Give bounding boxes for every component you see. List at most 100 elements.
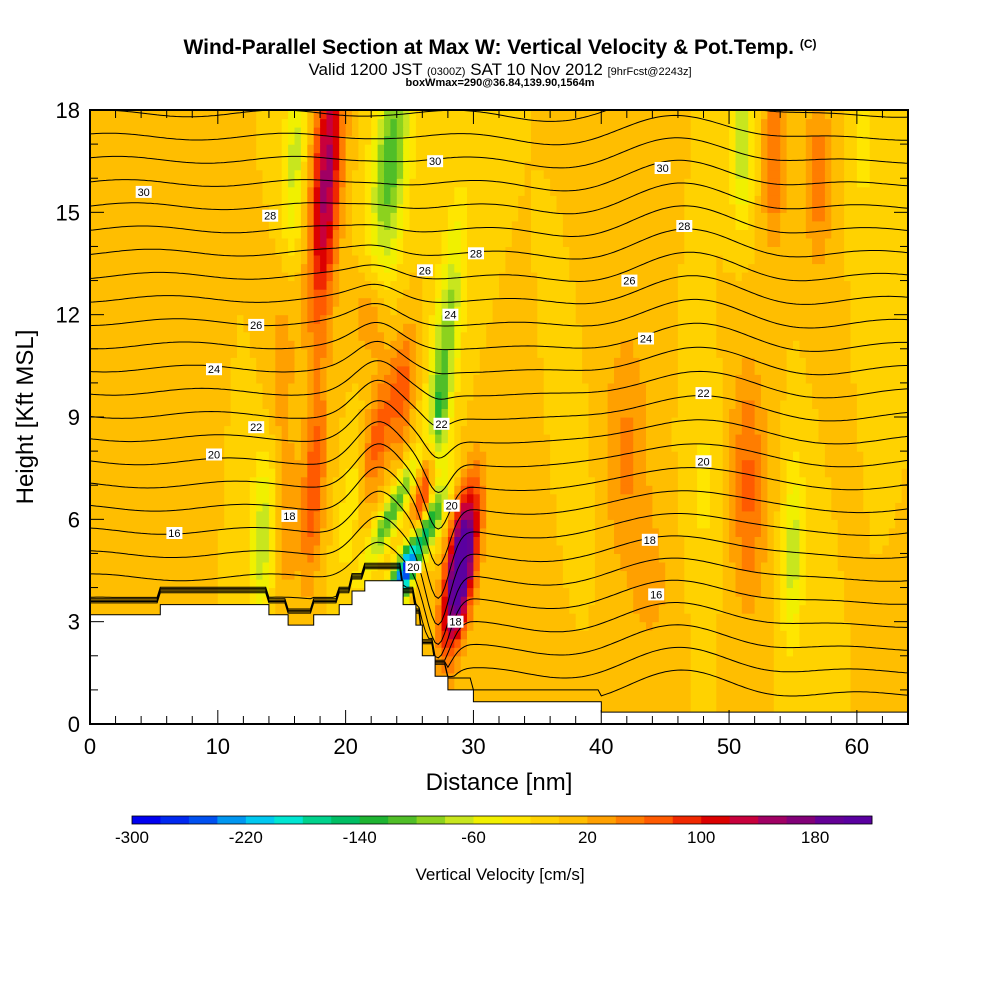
velocity-cell (607, 425, 621, 435)
velocity-cell (403, 434, 411, 444)
velocity-cell (869, 544, 884, 554)
colorbar-swatch (729, 816, 759, 824)
velocity-cell (722, 587, 737, 597)
velocity-cell (646, 434, 673, 444)
velocity-cell (300, 417, 308, 427)
velocity-cell (358, 510, 372, 520)
velocity-cell (320, 536, 334, 546)
velocity-cell (748, 195, 756, 205)
velocity-cell (300, 229, 308, 239)
velocity-cell (652, 510, 679, 520)
velocity-cell (780, 229, 807, 239)
velocity-cell (588, 408, 609, 418)
velocity-cell (275, 536, 283, 546)
velocity-cell (633, 476, 647, 486)
velocity-cell (224, 459, 257, 469)
velocity-cell (409, 579, 417, 589)
velocity-cell (435, 510, 443, 520)
velocity-cell (300, 536, 321, 546)
velocity-cell (230, 399, 264, 409)
velocity-cell (467, 459, 474, 469)
velocity-cell (326, 553, 340, 563)
velocity-cell (339, 536, 353, 546)
velocity-cell (249, 587, 257, 597)
colorbar-swatch (558, 816, 588, 824)
valid-time: Valid 1200 JST (308, 60, 423, 79)
velocity-cell (844, 169, 858, 179)
velocity-cell (435, 638, 443, 648)
theta-contour (90, 565, 908, 669)
velocity-cell (460, 289, 468, 299)
velocity-cell (677, 502, 698, 512)
velocity-cell (722, 536, 730, 546)
velocity-cell (735, 374, 762, 384)
velocity-cell (428, 357, 436, 367)
velocity-cell (90, 118, 257, 128)
velocity-cell (767, 212, 781, 222)
velocity-cell (588, 468, 609, 478)
velocity-cell (812, 391, 858, 401)
velocity-cell (467, 630, 692, 640)
velocity-cell (729, 417, 743, 427)
velocity-cell (550, 434, 589, 444)
velocity-cell (735, 382, 762, 392)
velocity-cell (326, 229, 334, 239)
velocity-cell (275, 408, 289, 418)
velocity-cell (620, 553, 660, 563)
velocity-cell (690, 613, 717, 623)
velocity-cell (332, 306, 359, 316)
velocity-cell (741, 399, 756, 409)
velocity-cell (307, 237, 315, 247)
theta-contour (90, 566, 908, 679)
velocity-cell (767, 510, 775, 520)
velocity-cell (614, 527, 660, 537)
velocity-cell (384, 246, 391, 256)
velocity-cell (550, 459, 589, 469)
velocity-cell (531, 118, 692, 128)
velocity-cell (594, 519, 615, 529)
colorbar-swatch (217, 816, 247, 824)
velocity-cell (90, 127, 257, 137)
velocity-cell (256, 493, 270, 503)
velocity-cell (345, 399, 366, 409)
velocity-cell (761, 391, 788, 401)
velocity-cell (780, 434, 820, 444)
velocity-cell (230, 365, 257, 375)
velocity-cell (409, 280, 423, 290)
colorbar-swatch (445, 816, 474, 824)
velocity-cell (332, 485, 347, 495)
velocity-cell (805, 127, 832, 137)
velocity-cell (422, 365, 430, 375)
velocity-cell (396, 519, 404, 529)
velocity-cell (377, 451, 385, 461)
velocity-cell (722, 374, 737, 384)
velocity-cell (384, 220, 391, 230)
velocity-cell (844, 587, 908, 597)
velocity-cell (320, 237, 328, 247)
velocity-cell (300, 169, 308, 179)
velocity-cell (384, 297, 398, 307)
velocity-cell (722, 425, 730, 435)
velocity-cell (390, 237, 398, 247)
velocity-cell (403, 289, 423, 299)
chart-titles: Wind-Parallel Section at Max W: Vertical… (0, 0, 1000, 100)
velocity-cell (390, 306, 398, 316)
velocity-cell (524, 169, 532, 179)
velocity-cell (614, 374, 641, 384)
velocity-cell (582, 331, 679, 341)
velocity-cell (716, 621, 775, 631)
velocity-cell (307, 178, 315, 188)
velocity-cell (268, 408, 276, 418)
velocity-cell (665, 596, 685, 606)
velocity-cell (614, 544, 660, 554)
velocity-cell (677, 365, 724, 375)
velocity-cell (300, 519, 308, 529)
velocity-cell (639, 357, 679, 367)
velocity-cell (863, 493, 903, 503)
velocity-cell (307, 519, 315, 529)
velocity-cell (479, 476, 487, 486)
velocity-cell (320, 365, 328, 375)
velocity-cell (805, 596, 845, 606)
velocity-cell (415, 391, 423, 401)
velocity-cell (454, 468, 462, 478)
